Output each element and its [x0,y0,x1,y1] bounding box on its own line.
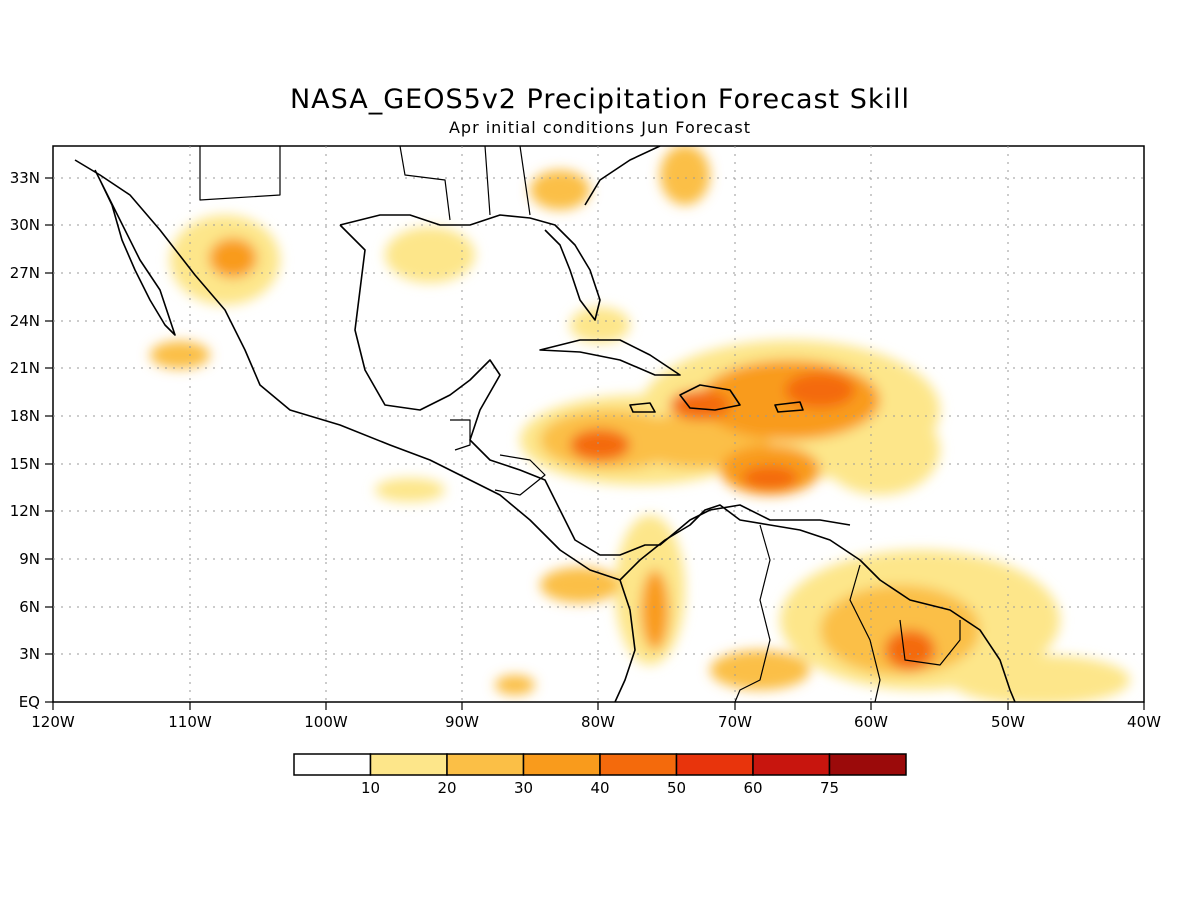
y-tick-label: 21N [10,359,40,377]
y-axis-ticks [45,177,53,703]
y-tick-label: EQ [19,693,40,711]
colorbar-swatch-4 [599,753,678,776]
skill-shading [150,146,1130,702]
y-tick-label: 30N [10,216,40,234]
y-tick-label: 18N [10,407,40,425]
colorbar-label: 60 [743,779,762,797]
colorbar-label: 30 [514,779,533,797]
colorbar-label: 50 [667,779,686,797]
y-tick-label: 27N [10,264,40,282]
chart-title: NASA_GEOS5v2 Precipitation Forecast Skil… [289,84,911,115]
colorbar-label: 40 [590,779,609,797]
colorbar: 10 20 30 40 50 60 75 [293,753,907,797]
y-tick-label: 9N [19,550,40,568]
y-tick-label: 15N [10,455,40,473]
coastlines [74,146,1016,702]
x-tick-label: 50W [991,713,1025,731]
x-axis-ticks [52,702,1145,710]
colorbar-label: 20 [437,779,456,797]
colorbar-label: 10 [361,779,380,797]
x-tick-label: 90W [445,713,479,731]
chart-subtitle: Apr initial conditions Jun Forecast [448,118,752,137]
colorbar-swatch-7 [828,753,907,776]
colorbar-label: 75 [820,779,839,797]
y-tick-label: 3N [19,645,40,663]
colorbar-swatch-1 [369,753,448,776]
x-tick-label: 60W [854,713,888,731]
x-tick-label: 70W [718,713,752,731]
x-tick-label: 40W [1127,713,1161,731]
x-tick-label: 100W [304,713,348,731]
y-tick-label: 33N [10,169,40,187]
gridlines [53,146,1144,702]
x-axis-labels: 120W 110W 100W 90W 80W 70W 60W 50W 40W [31,713,1161,731]
x-tick-label: 80W [581,713,615,731]
y-axis-labels: EQ 3N 6N 9N 12N 15N 18N 21N 24N 27N 30N … [10,169,40,711]
colorbar-swatch-5 [675,753,754,776]
colorbar-swatch-6 [752,753,831,776]
y-tick-label: 6N [19,598,40,616]
x-tick-label: 110W [168,713,212,731]
y-tick-label: 24N [10,312,40,330]
colorbar-swatch-3 [522,753,601,776]
colorbar-swatch-2 [446,753,525,776]
x-tick-label: 120W [31,713,75,731]
y-tick-label: 12N [10,502,40,520]
colorbar-swatch-0 [293,753,372,776]
